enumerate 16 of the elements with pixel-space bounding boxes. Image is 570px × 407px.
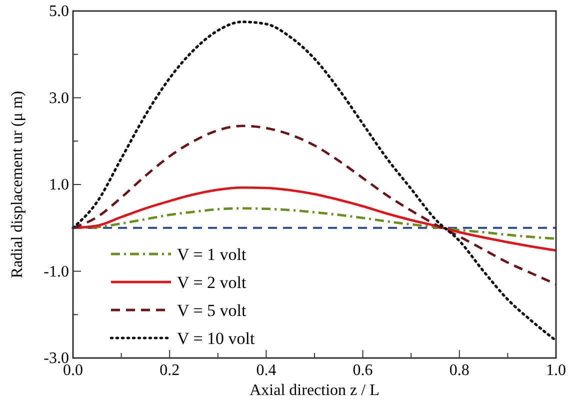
x-tick-label: 0.8 bbox=[449, 362, 470, 379]
y-axis-title: Radial displacement ur (μ m) bbox=[9, 90, 26, 278]
legend-label: V = 5 volt bbox=[177, 301, 247, 320]
x-tick-label: 0.6 bbox=[352, 362, 373, 379]
x-tick-label: 0.2 bbox=[160, 362, 180, 379]
y-tick-label: 5.0 bbox=[49, 3, 69, 20]
y-tick-label: 3.0 bbox=[49, 90, 69, 107]
x-tick-label: 0.0 bbox=[63, 362, 83, 379]
x-tick-label: 0.4 bbox=[256, 362, 276, 379]
legend-label: V = 1 volt bbox=[177, 245, 247, 264]
legend-label: V = 2 volt bbox=[177, 273, 247, 292]
y-tick-label: 1.0 bbox=[49, 176, 69, 194]
x-tick-label: 1.0 bbox=[546, 362, 566, 379]
x-axis-title: Axial direction z / L bbox=[250, 382, 380, 399]
legend-label: V = 10 volt bbox=[177, 329, 256, 348]
y-tick-label: -1.0 bbox=[44, 263, 69, 280]
